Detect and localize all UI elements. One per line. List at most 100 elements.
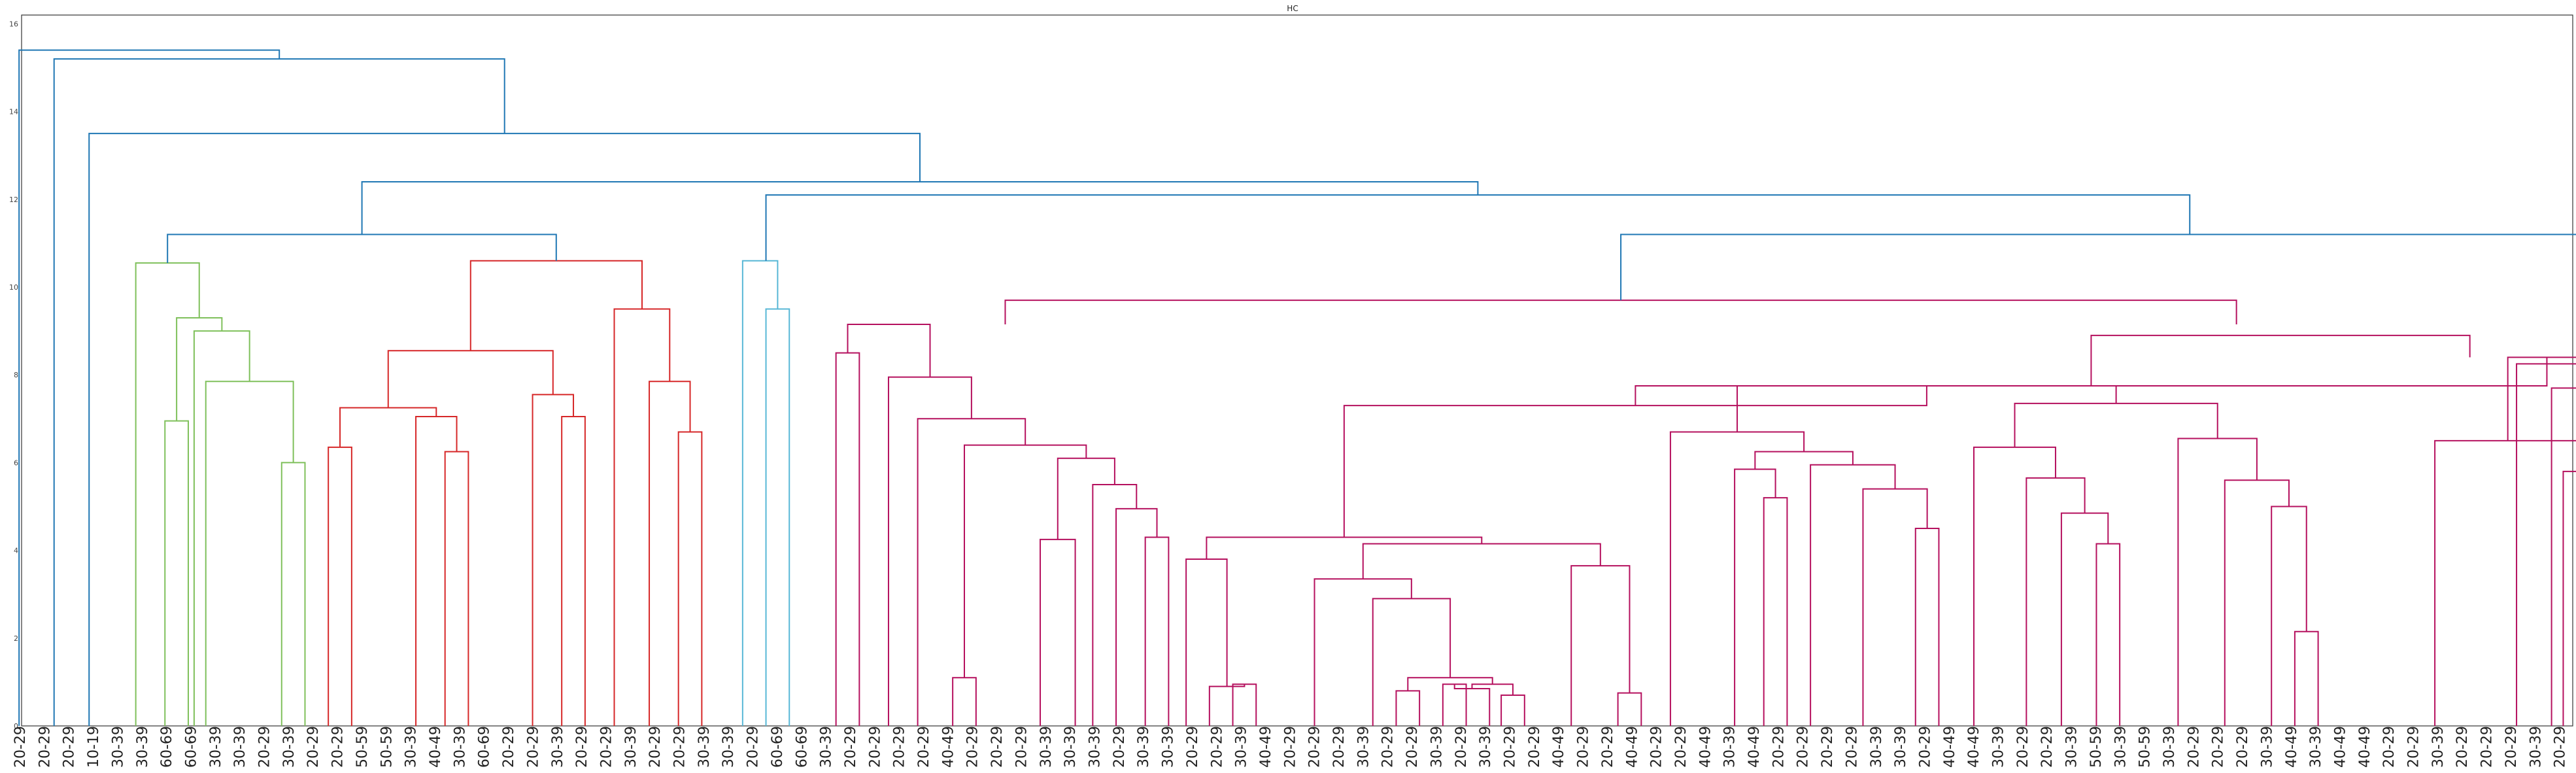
- leaf-label: 30-39: [1869, 726, 1885, 768]
- dendrogram-link: [2507, 356, 2576, 441]
- dendrogram-link: [1115, 507, 1158, 726]
- dendrogram-link: [280, 462, 306, 726]
- leaf-label: 20-29: [2186, 726, 2202, 768]
- leaf-label: 20-29: [989, 726, 1006, 768]
- dendrogram-link: [1362, 543, 1601, 579]
- leaf-label: 30-39: [1038, 726, 1055, 768]
- dendrogram-link: [2434, 439, 2576, 726]
- leaf-label: 20-29: [61, 726, 78, 768]
- leaf-label: 30-39: [452, 726, 468, 768]
- dendrogram-link: [444, 451, 469, 726]
- leaf-label: 20-29: [1282, 726, 1298, 768]
- leaf-label: 40-49: [1942, 726, 1958, 768]
- leaf-label: 20-29: [1404, 726, 1421, 768]
- dendrogram-link: [835, 352, 860, 726]
- leaf-label: 30-39: [1893, 726, 1909, 768]
- leaf-label: 30-39: [1062, 726, 1079, 768]
- leaf-label: 20-29: [2015, 726, 2031, 768]
- leaf-label: 50-59: [2137, 726, 2154, 768]
- leaf-label: 30-39: [819, 726, 835, 768]
- leaf-label: 30-39: [1991, 726, 2007, 768]
- leaf-label: 20-29: [1013, 726, 1030, 768]
- leaf-label: 40-49: [2332, 726, 2348, 768]
- leaf-label: 20-29: [1209, 726, 1225, 768]
- y-tick-label: 2: [14, 634, 18, 643]
- leaf-label: 20-29: [1795, 726, 1812, 768]
- leaf-label: 30-39: [403, 726, 420, 768]
- leaf-label: 20-29: [2406, 726, 2422, 768]
- dendrogram-link: [469, 260, 643, 351]
- dendrogram-link: [167, 233, 557, 264]
- dendrogram-link: [193, 330, 250, 726]
- dendrogram-link: [1208, 684, 1246, 726]
- leaf-label: 20-29: [1600, 726, 1616, 768]
- dendrogram-link: [361, 180, 1479, 235]
- leaf-label: 20-29: [1576, 726, 1592, 768]
- leaf-label: 30-39: [2064, 726, 2080, 768]
- leaf-label: 40-49: [1966, 726, 1982, 768]
- dendrogram-link: [135, 262, 200, 726]
- dendrogram-links: [18, 49, 2576, 726]
- leaf-label: 20-29: [843, 726, 859, 768]
- leaf-label: 30-39: [696, 726, 713, 768]
- leaf-label: 20-29: [501, 726, 517, 768]
- dendrogram-link: [649, 381, 691, 726]
- dendrogram-link: [1500, 695, 1525, 726]
- leaf-label: 30-39: [2259, 726, 2275, 768]
- dendrogram-link: [205, 381, 294, 726]
- dendrogram-link: [164, 420, 189, 726]
- dendrogram-link: [2025, 477, 2086, 726]
- dendrogram-link: [1144, 536, 1170, 726]
- y-tick-label: 0: [14, 722, 18, 730]
- leaf-label: 30-39: [232, 726, 248, 768]
- dendrogram-link: [387, 350, 554, 408]
- dendrogram-link: [88, 133, 921, 726]
- leaf-label: 20-29: [1185, 726, 1201, 768]
- leaf-label: 40-49: [2284, 726, 2300, 768]
- leaf-label: 20-29: [1673, 726, 1689, 768]
- leaf-label: 20-29: [1527, 726, 1543, 768]
- dendrogram-link: [2562, 470, 2576, 726]
- leaf-label: 40-49: [428, 726, 444, 768]
- dendrogram-link: [1395, 690, 1421, 726]
- dendrogram-link: [1754, 451, 1854, 470]
- dendrogram-link: [1570, 565, 1631, 726]
- leaf-label: 20-29: [672, 726, 688, 768]
- dendrogram-link: [1343, 385, 1927, 538]
- leaf-label: 30-39: [623, 726, 639, 768]
- leaf-label: 30-39: [1722, 726, 1738, 768]
- leaf-label: 60-69: [794, 726, 810, 768]
- leaf-label: 20-29: [1307, 726, 1323, 768]
- dendrogram-link: [1057, 457, 1115, 540]
- leaf-label: 20-29: [892, 726, 908, 768]
- dendrogram-link: [18, 49, 280, 726]
- leaf-label: 20-29: [867, 726, 883, 768]
- dendrogram-link: [1232, 683, 1257, 726]
- dendrogram-link: [1313, 578, 1412, 726]
- dendrogram-link: [1206, 536, 1483, 560]
- leaf-label: 40-49: [940, 726, 957, 768]
- dendrogram-link: [53, 58, 505, 726]
- leaf-label: 20-29: [2211, 726, 2227, 768]
- leaf-label: 20-29: [330, 726, 347, 768]
- leaf-label: 30-39: [1355, 726, 1372, 768]
- leaf-label: 20-29: [1649, 726, 1665, 768]
- dendrogram-link: [1185, 558, 1228, 726]
- leaf-label: 20-29: [257, 726, 273, 768]
- leaf-label: 20-29: [1502, 726, 1518, 768]
- leaf-label: 60-69: [477, 726, 493, 768]
- dendrogram-link: [677, 431, 703, 726]
- dendrogram-link: [2551, 387, 2576, 726]
- leaf-label: 40-49: [1624, 726, 1640, 768]
- dendrogram-link: [339, 407, 437, 447]
- dendrogram-link: [176, 317, 223, 421]
- leaf-label: 20-29: [647, 726, 664, 768]
- leaf-label: 20-29: [1917, 726, 1933, 768]
- leaf-label: 60-69: [159, 726, 175, 768]
- leaf-label: 20-29: [1771, 726, 1787, 768]
- y-axis-ticks: 0 2 4 6 8 10 12 14 16: [9, 20, 18, 730]
- leaf-label: 30-39: [2528, 726, 2544, 768]
- y-tick-label: 4: [14, 547, 18, 555]
- dendrogram-link: [328, 446, 352, 726]
- dendrogram-link: [1471, 683, 1514, 696]
